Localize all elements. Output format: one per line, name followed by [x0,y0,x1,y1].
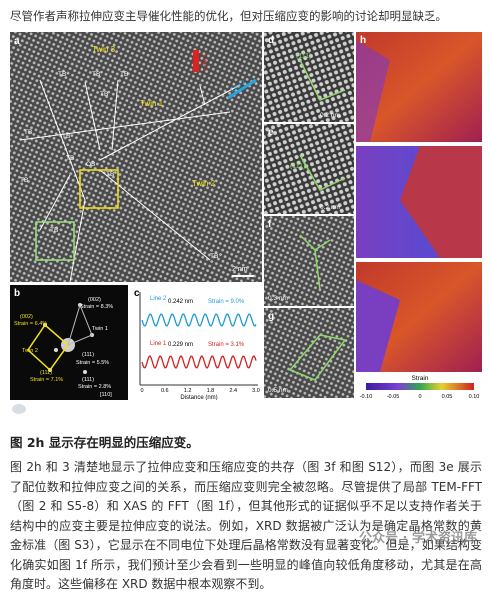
figure-label: Line 1 [150,341,167,347]
figure-label: [110] [100,392,112,398]
panel-c [130,285,262,400]
figure-label: 0.229 nm [168,342,193,348]
colorbar-tick: -0.10 [360,394,373,400]
figure-label: TB [50,227,58,234]
x-tick-label: 0 [140,388,143,394]
lattice-guides [288,59,347,381]
panel-label: g [268,311,274,322]
figure-label: Strain = 9.0% [208,299,245,305]
figure-label: Twin 2 [192,179,216,188]
x-tick-label: 1.8 [207,388,215,394]
intro-text: 尽管作者声称拉伸应变主导催化性能的优化，但对压缩应变的影响的讨论却明显缺乏。 [10,9,447,23]
figure-label: (111) [82,352,94,358]
panel-g-image [264,308,354,398]
figure-label: Strain = 3.1% [208,342,245,348]
colorbar-tick: 0 [418,394,421,400]
x-tick-label: 1.2 [184,388,192,394]
figure-label: Strain [412,375,429,382]
colorbar-tick: 0.05 [442,394,453,400]
panel-label: f [268,219,272,230]
figure-label: TB [100,91,108,98]
figure-label: TB [106,171,114,178]
figure-label: Strain = 7.1% [30,377,63,383]
section-heading: 图 2h 显示存在明显的压缩应变。 [10,435,199,450]
strain-map-region [400,146,482,258]
figure-label: 0.2 nm [320,204,340,211]
line2-profile [141,313,257,327]
line2-marker [227,78,257,100]
figure-label: OB [86,161,95,168]
figure-label: Twin 2 [22,348,38,354]
figure-label: TB [58,71,66,78]
figure-label: Strain = 5.5% [76,360,109,366]
figure-label: TB [62,133,70,140]
figure-label: (111) [296,53,311,60]
panel-label: e [268,127,274,138]
figure-label: Twin 1 [140,99,164,108]
figure-label: Twin 1 [92,326,108,332]
figure-label: TB [24,129,32,136]
panel-label: a [14,36,20,47]
colorbar-tick: -0.05 [387,394,400,400]
page: 尽管作者声称拉伸应变主导催化性能的优化，但对压缩应变的影响的讨论却明显缺乏。 [10,9,482,591]
figure-label: (002) [88,297,101,303]
figure-label: Line 2 [150,296,167,302]
figure-label: TB [66,155,74,162]
panel-f-image [264,216,354,306]
figure-label: (002) [20,314,33,320]
x-tick-label: 3.0 [252,388,260,394]
figure-label: Strain = 8.3% [80,304,113,310]
colorbar-tick: 0.10 [469,394,480,400]
line1-profile [141,355,257,369]
figure-label: (111) [40,370,52,376]
figure-label: Strain = 6.4% [14,321,47,327]
figure-label: 0.3 nm [268,295,288,302]
x-axis-label: Distance (nm) [180,395,217,400]
strain-map-region [356,40,390,142]
x-tick-label: 2.4 [229,388,237,394]
image-icon [12,404,26,414]
figure-label: 0.242 nm [168,299,193,305]
roi-box [35,221,75,261]
roi-box [79,169,119,209]
panel-label: b [14,288,20,299]
panel-e-image [264,124,354,214]
strain-map-region [356,280,400,372]
figure-label: TB [120,71,128,78]
line1-marker [193,50,199,72]
x-tick-label: 0.6 [161,388,169,394]
figure-label: 0.5 nm [268,387,288,394]
figure-label: 0.2 nm [320,112,340,119]
figure-label: (111) [82,377,94,383]
panel-label: d [268,35,274,46]
colorbar [366,383,474,390]
fft-triangle [67,303,93,346]
figure-label: Strain = 2.8% [78,384,111,390]
figure-label: Line 1 [201,55,207,72]
figure: a b c d e f g h Twin 3 Twin 1 Twin 2 TB TB TB TB TB TB TB… [10,32,482,400]
panel-a-image [10,32,262,282]
figure-label: TB [92,71,100,78]
figure-label: TB [210,253,218,260]
watermark: 公众号 · 学术资讯库 [359,531,477,546]
panel-label: c [134,288,140,299]
figure-label: (111) [290,163,305,170]
figure-label: 2 nm [232,266,248,273]
panel-label: h [360,35,366,46]
figure-label: Twin 3 [92,45,116,54]
figure-label: TB [20,177,28,184]
fft-parallelogram [27,323,70,372]
